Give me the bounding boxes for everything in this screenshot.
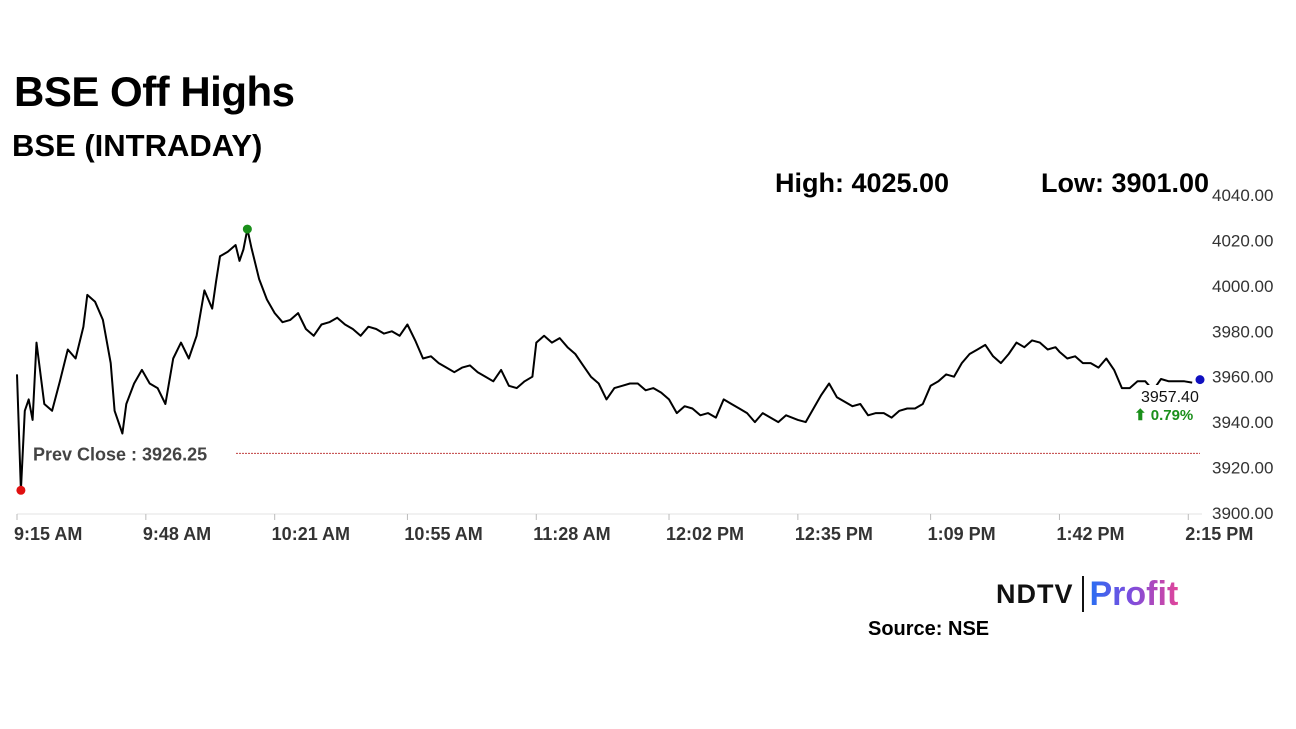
y-tick-label: 4040.00 bbox=[1212, 186, 1273, 205]
x-tick-label: 10:21 AM bbox=[272, 524, 350, 544]
x-tick-label: 9:48 AM bbox=[143, 524, 211, 544]
low-point-marker bbox=[16, 485, 26, 495]
x-tick-label: 1:09 PM bbox=[928, 524, 996, 544]
x-tick-label: 9:15 AM bbox=[14, 524, 82, 544]
ndtv-profit-logo: NDTV Profit bbox=[996, 574, 1178, 614]
x-tick-label: 12:02 PM bbox=[666, 524, 744, 544]
prev-close-label: Prev Close : 3926.25 bbox=[33, 444, 207, 464]
y-tick-label: 4020.00 bbox=[1212, 231, 1273, 250]
x-tick-label: 2:15 PM bbox=[1185, 524, 1253, 544]
last-value-box bbox=[1136, 385, 1204, 407]
logo-profit-text: Profit bbox=[1089, 574, 1179, 613]
last-value-label: 3957.40 bbox=[1141, 389, 1199, 406]
change-percent-label: ⬆ 0.79% bbox=[1134, 407, 1193, 424]
day-high-stat: High: 4025.00 bbox=[775, 168, 950, 198]
y-tick-label: 3960.00 bbox=[1212, 368, 1273, 387]
logo-divider bbox=[1081, 576, 1084, 612]
x-tick-label: 11:28 AM bbox=[533, 524, 610, 544]
day-low-stat: Low: 3901.00 bbox=[1041, 168, 1210, 198]
y-tick-label: 3980.00 bbox=[1212, 322, 1273, 341]
high-point-marker bbox=[242, 224, 252, 234]
last-point-marker bbox=[1195, 375, 1205, 385]
price-series-line bbox=[16, 228, 1193, 492]
chart-subtitle: BSE (INTRADAY) bbox=[12, 128, 263, 163]
y-tick-label: 3920.00 bbox=[1212, 459, 1273, 478]
y-tick-label: 3900.00 bbox=[1212, 504, 1273, 523]
x-tick-label: 1:42 PM bbox=[1056, 524, 1124, 544]
x-tick-label: 10:55 AM bbox=[404, 524, 482, 544]
source-note: Source: NSE bbox=[868, 618, 990, 640]
logo-ndtv-text: NDTV bbox=[996, 578, 1074, 609]
chart-headline: BSE Off Highs bbox=[14, 68, 295, 115]
y-tick-label: 3940.00 bbox=[1212, 413, 1273, 432]
y-tick-label: 4000.00 bbox=[1212, 277, 1273, 296]
x-tick-label: 12:35 PM bbox=[795, 524, 873, 544]
